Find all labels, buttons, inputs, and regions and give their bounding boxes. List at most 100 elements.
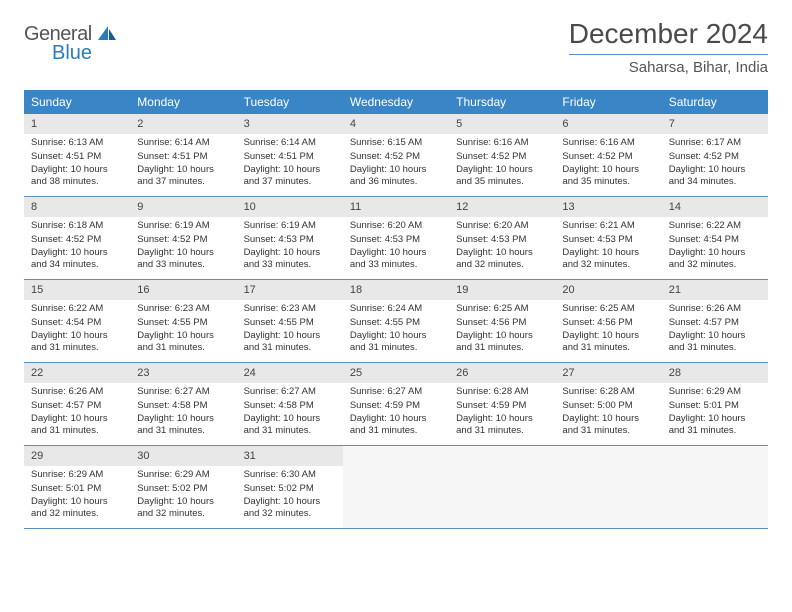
day-body: Sunrise: 6:13 AMSunset: 4:51 PMDaylight:… [24, 134, 130, 194]
sunset-text: Sunset: 4:52 PM [350, 151, 442, 163]
day-body: Sunrise: 6:16 AMSunset: 4:52 PMDaylight:… [449, 134, 555, 194]
daylight-text: Daylight: 10 hours and 32 minutes. [669, 247, 761, 272]
daylight-text: Daylight: 10 hours and 31 minutes. [669, 413, 761, 438]
day-body: Sunrise: 6:27 AMSunset: 4:58 PMDaylight:… [130, 383, 236, 443]
sunrise-text: Sunrise: 6:27 AM [137, 386, 229, 398]
day-body: Sunrise: 6:25 AMSunset: 4:56 PMDaylight:… [449, 300, 555, 360]
daylight-text: Daylight: 10 hours and 36 minutes. [350, 164, 442, 189]
day-cell: 7Sunrise: 6:17 AMSunset: 4:52 PMDaylight… [662, 114, 768, 196]
day-number: 24 [237, 363, 343, 383]
daylight-text: Daylight: 10 hours and 32 minutes. [137, 496, 229, 521]
day-number: 16 [130, 280, 236, 300]
sunrise-text: Sunrise: 6:24 AM [350, 303, 442, 315]
day-number: 25 [343, 363, 449, 383]
sunset-text: Sunset: 5:00 PM [562, 400, 654, 412]
page-header: General Blue December 2024 Saharsa, Biha… [24, 18, 768, 76]
day-body: Sunrise: 6:14 AMSunset: 4:51 PMDaylight:… [237, 134, 343, 194]
sunrise-text: Sunrise: 6:26 AM [669, 303, 761, 315]
sunrise-text: Sunrise: 6:17 AM [669, 137, 761, 149]
day-number: 30 [130, 446, 236, 466]
sunrise-text: Sunrise: 6:28 AM [456, 386, 548, 398]
day-cell: 26Sunrise: 6:28 AMSunset: 4:59 PMDayligh… [449, 363, 555, 445]
day-number: 17 [237, 280, 343, 300]
day-number: 4 [343, 114, 449, 134]
sunset-text: Sunset: 4:55 PM [350, 317, 442, 329]
sunset-text: Sunset: 4:57 PM [31, 400, 123, 412]
day-cell: 15Sunrise: 6:22 AMSunset: 4:54 PMDayligh… [24, 280, 130, 362]
daylight-text: Daylight: 10 hours and 37 minutes. [137, 164, 229, 189]
day-body: Sunrise: 6:18 AMSunset: 4:52 PMDaylight:… [24, 217, 130, 277]
day-cell: 24Sunrise: 6:27 AMSunset: 4:58 PMDayligh… [237, 363, 343, 445]
day-number: 10 [237, 197, 343, 217]
day-header: Thursday [449, 90, 555, 114]
sunset-text: Sunset: 4:53 PM [244, 234, 336, 246]
week-row: 8Sunrise: 6:18 AMSunset: 4:52 PMDaylight… [24, 197, 768, 280]
day-number: 20 [555, 280, 661, 300]
day-body: Sunrise: 6:27 AMSunset: 4:58 PMDaylight:… [237, 383, 343, 443]
week-row: 29 Sunrise: 6:29 AM Sunset: 5:01 PM Dayligh… [24, 446, 768, 529]
day-cell: 14Sunrise: 6:22 AMSunset: 4:54 PMDayligh… [662, 197, 768, 279]
day-body: Sunrise: 6:26 AM Sunset: 4:57 PMDaylight:… [662, 300, 768, 360]
day-header: Monday [130, 90, 236, 114]
day-cell: 28Sunrise: 6:29 AMSunset: 5:01 PMDayligh… [662, 363, 768, 445]
sunset-text: Sunset: 5:01 PM [31, 483, 123, 495]
daylight-text: Daylight: 10 hours and 38 minutes. [31, 164, 123, 189]
sunset-text: Sunset: 4:53 PM [562, 234, 654, 246]
sunrise-text: Sunrise: 6:29 AM [31, 469, 123, 481]
sunset-text: Sunset: 4:52 PM [456, 151, 548, 163]
sunset-text: Sunset: 4:51 PM [137, 151, 229, 163]
daylight-text: Daylight: 10 hours and 31 minutes. [137, 330, 229, 355]
sunrise-text: Sunrise: 6:25 AM [562, 303, 654, 315]
day-number: 11 [343, 197, 449, 217]
day-body: Sunrise: 6:29 AMSunset: 5:01 PMDaylight:… [662, 383, 768, 443]
day-number: 1 [24, 114, 130, 134]
day-cell [662, 446, 768, 528]
day-number: 29 [24, 446, 130, 466]
sunrise-text: Sunrise: 6:18 AM [31, 220, 123, 232]
sunset-text: Sunset: 4:57 PM [669, 317, 761, 329]
daylight-text: Daylight: 10 hours and 31 minutes. [350, 413, 442, 438]
daylight-text: Daylight: 10 hours and 33 minutes. [137, 247, 229, 272]
day-header: Sunday [24, 90, 130, 114]
day-number: 2 [130, 114, 236, 134]
daylight-text: Daylight: 10 hours and 35 minutes. [562, 164, 654, 189]
sunrise-text: Sunrise: 6:16 AM [562, 137, 654, 149]
day-cell: 31Sunrise: 6:30 AMSunset: 5:02 PMDayligh… [237, 446, 343, 528]
day-cell [555, 446, 661, 528]
week-row: 1Sunrise: 6:13 AMSunset: 4:51 PMDaylight… [24, 114, 768, 197]
day-cell: 23Sunrise: 6:27 AMSunset: 4:58 PMDayligh… [130, 363, 236, 445]
day-body: Sunrise: 6:21 AMSunset: 4:53 PMDaylight:… [555, 217, 661, 277]
daylight-text: Daylight: 10 hours and 37 minutes. [244, 164, 336, 189]
day-number: 19 [449, 280, 555, 300]
day-cell: 5Sunrise: 6:16 AMSunset: 4:52 PMDaylight… [449, 114, 555, 196]
daylight-text: Daylight: 10 hours and 31 minutes. [31, 330, 123, 355]
day-cell: 2Sunrise: 6:14 AMSunset: 4:51 PMDaylight… [130, 114, 236, 196]
day-number: 5 [449, 114, 555, 134]
day-body: Sunrise: 6:30 AMSunset: 5:02 PMDaylight:… [237, 466, 343, 526]
day-body: Sunrise: 6:17 AMSunset: 4:52 PMDaylight:… [662, 134, 768, 194]
logo: General Blue [24, 24, 116, 63]
day-cell: 13Sunrise: 6:21 AMSunset: 4:53 PMDayligh… [555, 197, 661, 279]
daylight-text: Daylight: 10 hours and 33 minutes. [244, 247, 336, 272]
sunset-text: Sunset: 4:53 PM [456, 234, 548, 246]
daylight-text: Daylight: 10 hours and 34 minutes. [669, 164, 761, 189]
sunrise-text: Sunrise: 6:23 AM [137, 303, 229, 315]
sunset-text: Sunset: 4:51 PM [244, 151, 336, 163]
daylight-text: Daylight: 10 hours and 31 minutes. [669, 330, 761, 355]
sunset-text: Sunset: 4:58 PM [244, 400, 336, 412]
day-header: Tuesday [237, 90, 343, 114]
sunset-text: Sunset: 4:56 PM [562, 317, 654, 329]
day-header-row: SundayMondayTuesdayWednesdayThursdayFrid… [24, 90, 768, 114]
sunrise-text: Sunrise: 6:13 AM [31, 137, 123, 149]
day-cell: 25Sunrise: 6:27 AMSunset: 4:59 PMDayligh… [343, 363, 449, 445]
day-number: 12 [449, 197, 555, 217]
daylight-text: Daylight: 10 hours and 31 minutes. [137, 413, 229, 438]
day-cell [343, 446, 449, 528]
day-body: Sunrise: 6:28 AMSunset: 5:00 PMDaylight:… [555, 383, 661, 443]
day-cell [449, 446, 555, 528]
week-row: 15Sunrise: 6:22 AMSunset: 4:54 PMDayligh… [24, 280, 768, 363]
day-body: Sunrise: 6:15 AMSunset: 4:52 PMDaylight:… [343, 134, 449, 194]
day-number: 6 [555, 114, 661, 134]
month-title: December 2024 [569, 18, 768, 50]
day-body: Sunrise: 6:22 AMSunset: 4:54 PMDaylight:… [24, 300, 130, 360]
